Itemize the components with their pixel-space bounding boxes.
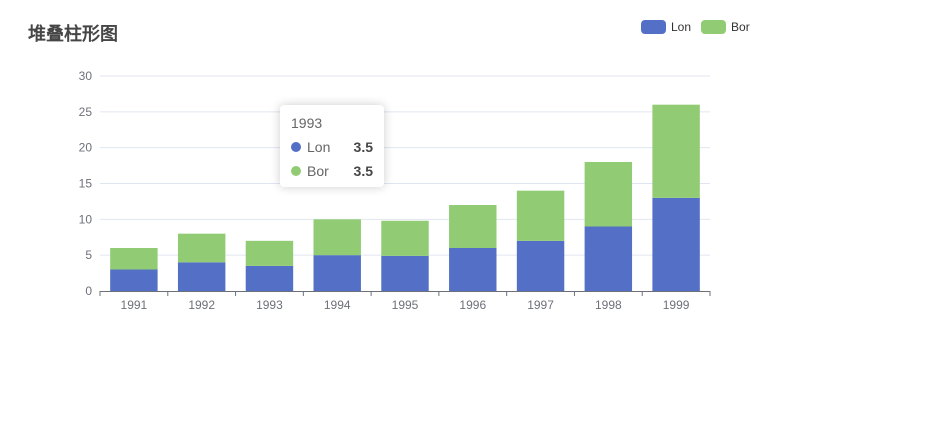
y-tick-label: 5 [85, 248, 92, 262]
bar-bor-1995 [381, 220, 429, 256]
tooltip-dot-lon [291, 142, 301, 152]
legend-item-bor[interactable]: Bor [701, 20, 750, 34]
x-tick-label: 1994 [324, 298, 351, 312]
tooltip-row-lon: Lon 3.5 [291, 139, 373, 155]
y-tick-label: 15 [79, 177, 93, 191]
tooltip-value-bor: 3.5 [353, 163, 373, 179]
bar-lon-1992 [177, 262, 226, 291]
x-tick-label: 1996 [459, 298, 486, 312]
tooltip: 1993 Lon 3.5 Bor 3.5 [280, 105, 384, 187]
bar-bor-1999 [652, 104, 700, 198]
x-tick-label: 1992 [188, 298, 215, 312]
bar-bor-1997 [516, 190, 565, 241]
legend-swatch-lon [641, 20, 666, 34]
legend-swatch-bor [701, 20, 727, 34]
y-tick-label: 20 [79, 141, 93, 155]
bar-lon-1991 [110, 269, 158, 291]
bar-lon-1999 [652, 197, 700, 291]
bar-bor-1991 [110, 248, 158, 270]
legend-label-bor: Bor [731, 20, 750, 34]
y-tick-label: 25 [79, 105, 93, 119]
tooltip-row-bor: Bor 3.5 [291, 163, 373, 179]
bar-bor-1993 [245, 240, 294, 266]
bar-lon-1994 [313, 255, 361, 291]
bar-bor-1998 [584, 162, 633, 227]
y-tick-label: 10 [79, 212, 93, 226]
legend: Lon Bor [641, 20, 750, 34]
tooltip-header: 1993 [291, 115, 323, 131]
bar-lon-1993 [245, 265, 294, 291]
bar-bor-1996 [449, 205, 497, 248]
bar-lon-1996 [449, 248, 497, 291]
y-tick-label: 30 [79, 69, 93, 83]
bar-bor-1994 [313, 219, 361, 256]
x-tick-label: 1995 [392, 298, 419, 312]
tooltip-name-bor: Bor [307, 163, 329, 179]
bar-bor-1992 [177, 233, 226, 263]
chart-title: 堆叠柱形图 [28, 24, 118, 44]
x-tick-label: 1993 [256, 298, 283, 312]
tooltip-value-lon: 3.5 [353, 139, 373, 155]
bar-lon-1995 [381, 255, 429, 291]
bar-lon-1997 [516, 240, 565, 291]
tooltip-name-lon: Lon [307, 139, 331, 155]
legend-item-lon[interactable]: Lon [641, 20, 691, 34]
tooltip-dot-bor [291, 166, 301, 176]
y-tick-label: 0 [85, 284, 92, 298]
bar-lon-1998 [584, 226, 633, 291]
x-tick-label: 1999 [663, 298, 690, 312]
x-tick-label: 1998 [595, 298, 622, 312]
x-tick-label: 1997 [527, 298, 554, 312]
x-tick-label: 1991 [121, 298, 148, 312]
legend-label-lon: Lon [671, 20, 692, 34]
